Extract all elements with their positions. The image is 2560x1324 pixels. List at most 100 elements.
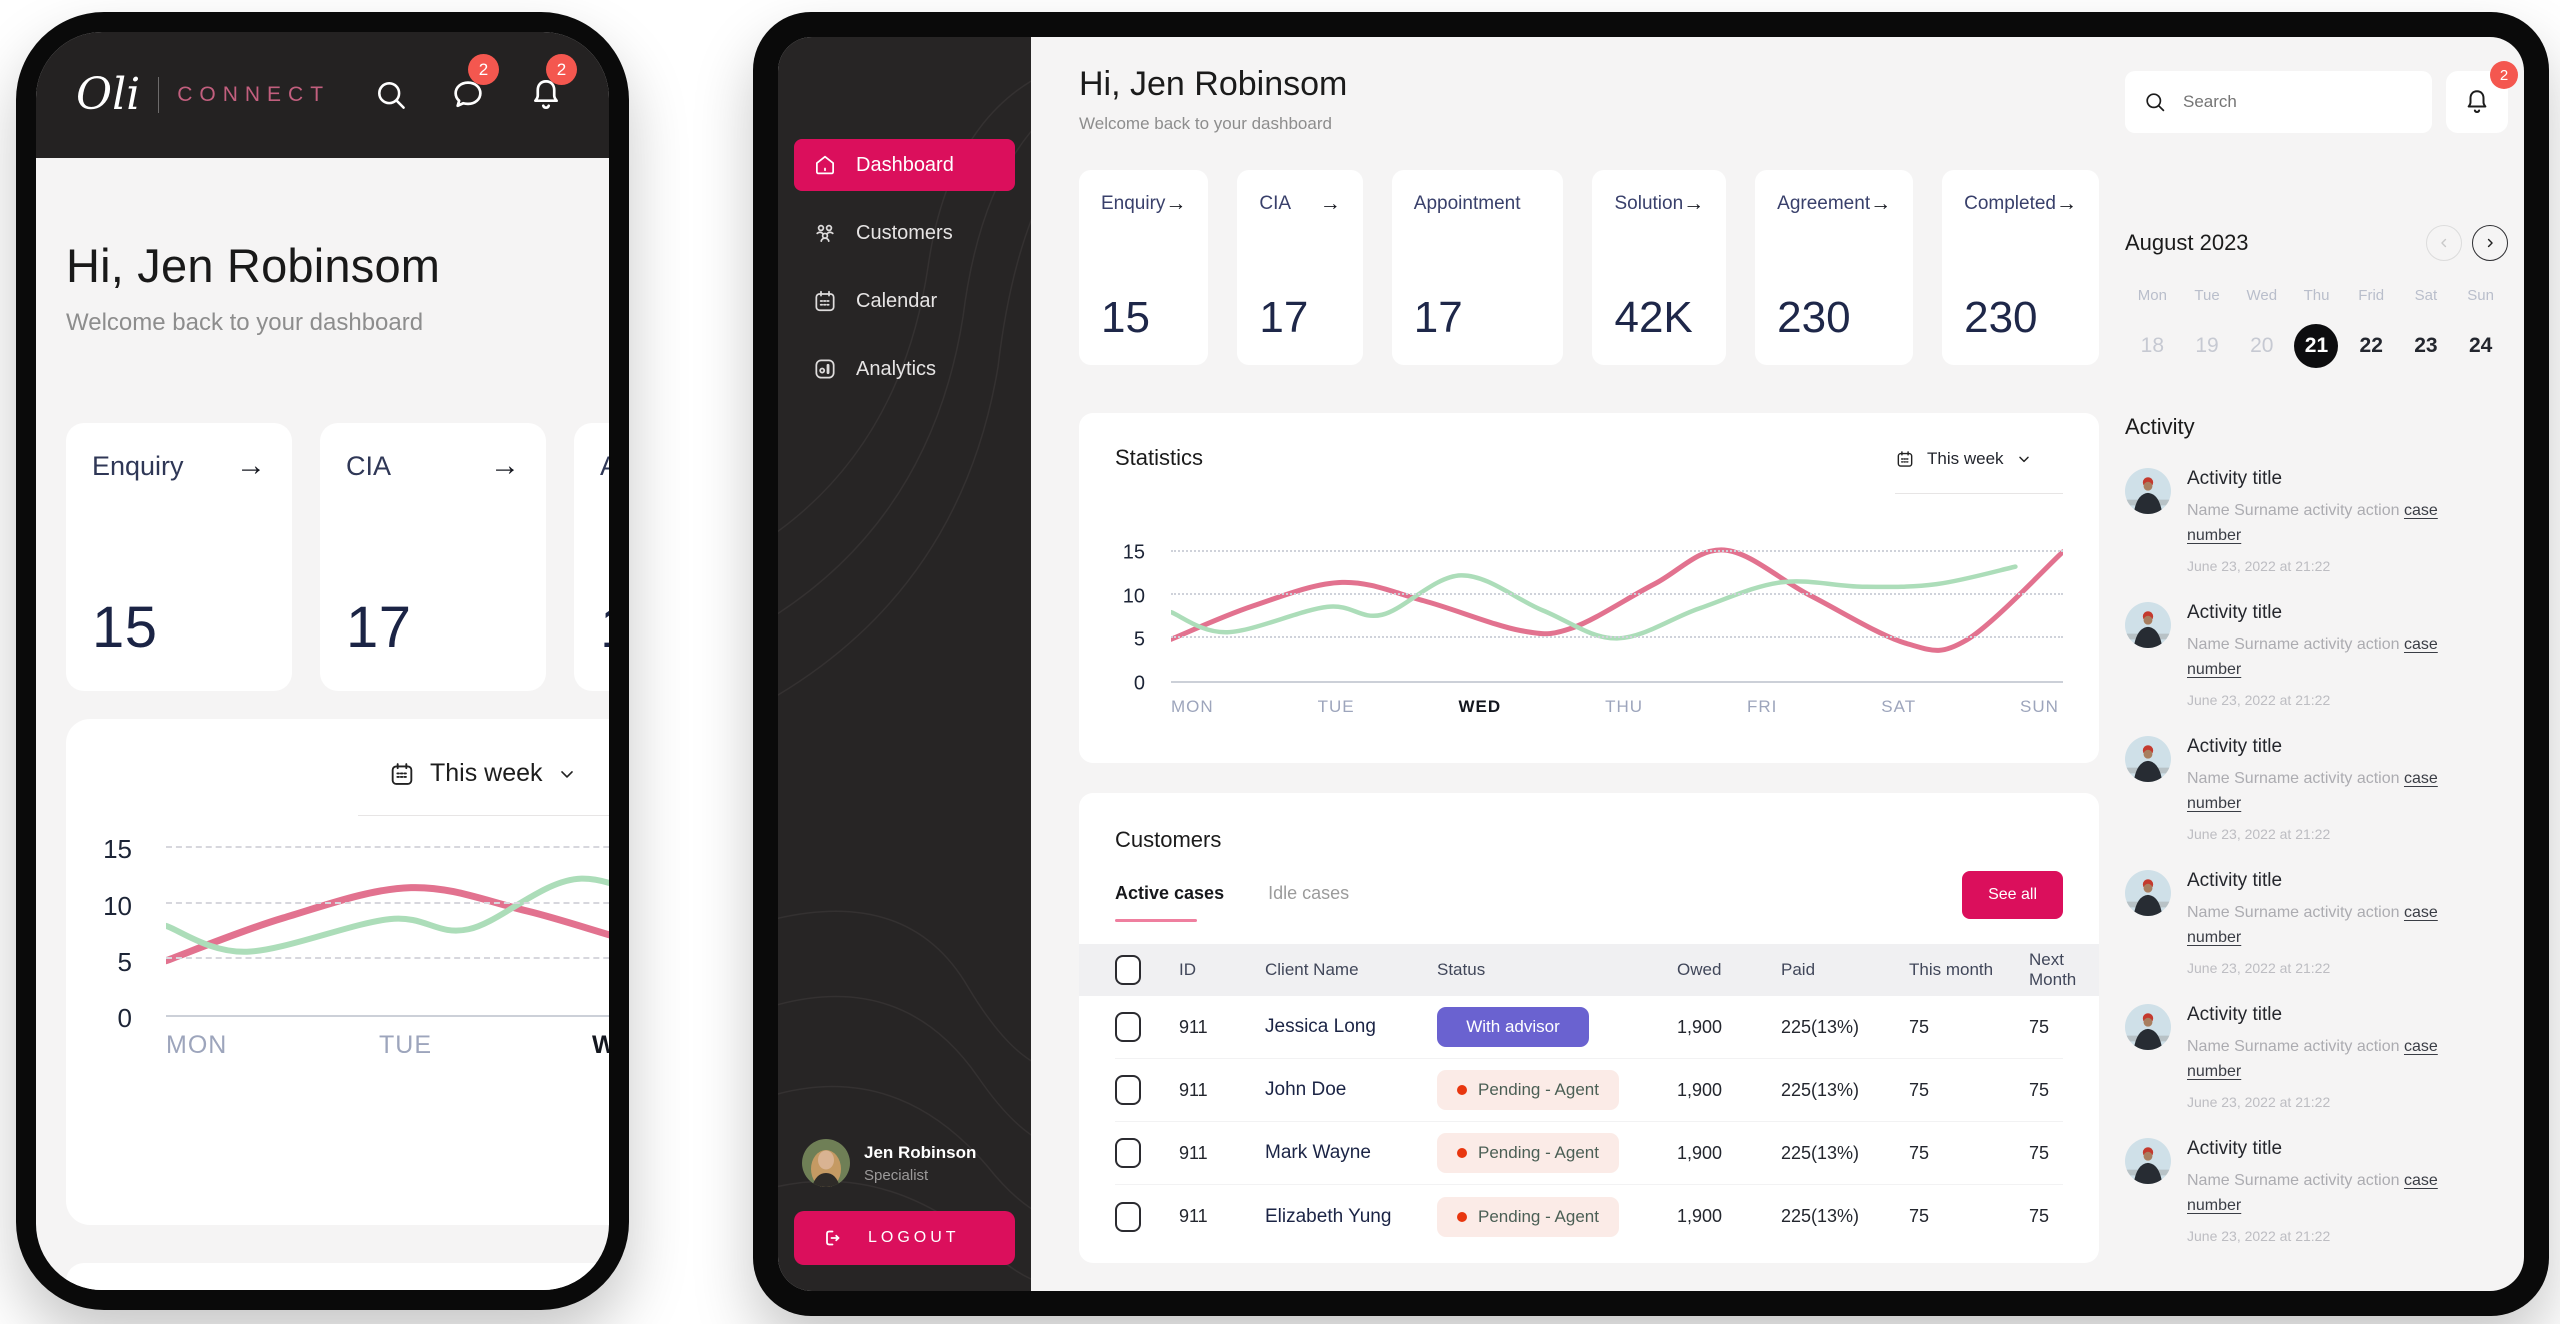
stat-card[interactable]: Enquiry 15 (66, 423, 292, 691)
arrow-right-icon[interactable] (1165, 192, 1186, 216)
calendar-date[interactable]: 18 (2140, 334, 2165, 357)
stat-card-label: Completed (1964, 193, 2056, 214)
activity-description: Name Surname activity action case number (2187, 1168, 2455, 1218)
bell-icon[interactable]: 2 (527, 54, 577, 114)
y-axis-tick: 15 (103, 834, 132, 865)
user-profile[interactable]: Jen Robinson Specialist (794, 1139, 1015, 1187)
activity-item[interactable]: Activity title Name Surname activity act… (2125, 1004, 2508, 1110)
stat-card[interactable]: Appointment 17 (1391, 170, 1564, 365)
stat-card[interactable]: CIA 17 (320, 423, 546, 691)
cell-status: Pending - Agent (1437, 1070, 1677, 1110)
table-body: 911 Jessica Long With advisor 1,900 225(… (1115, 996, 2063, 1248)
activity-item[interactable]: Activity title Name Surname activity act… (2125, 870, 2508, 976)
arrow-right-icon[interactable] (1320, 192, 1341, 216)
row-checkbox[interactable] (1115, 1012, 1141, 1042)
x-axis-label: TUE (1317, 697, 1355, 716)
case-number-link[interactable]: case number (2187, 770, 2438, 812)
column-header[interactable]: ID (1179, 960, 1196, 979)
column-header[interactable]: Next Month (2029, 950, 2077, 989)
chat-icon[interactable]: 2 (449, 54, 499, 114)
notifications-button[interactable]: 2 (2446, 61, 2518, 133)
calendar-date[interactable]: 23 (2414, 334, 2438, 357)
sidebar-item-customers[interactable]: Customers (794, 207, 1015, 259)
activity-item[interactable]: Activity title Name Surname activity act… (2125, 468, 2508, 574)
phone-device: Oli CONNECT 2 2 (16, 12, 629, 1310)
y-axis-tick: 0 (117, 1003, 132, 1034)
y-axis: 0 5 10 15 (96, 834, 132, 1033)
avatar (2125, 602, 2171, 648)
sidebar-item-calendar[interactable]: Calendar (794, 275, 1015, 327)
select-all-checkbox[interactable] (1115, 955, 1141, 985)
stat-card[interactable]: Agreement 230 (1755, 170, 1914, 365)
calendar-date[interactable]: 22 (2359, 334, 2383, 357)
case-number-link[interactable]: case number (2187, 502, 2438, 544)
stat-card[interactable]: Appointment 17 (574, 423, 609, 691)
activity-item[interactable]: Activity title Name Surname activity act… (2125, 602, 2508, 708)
activity-content: Activity title Name Surname activity act… (2187, 870, 2455, 976)
activity-list: Activity title Name Surname activity act… (2125, 468, 2508, 1244)
chevron-down-icon (2018, 456, 2029, 463)
stat-card[interactable]: Completed 230 (1942, 170, 2099, 365)
sidebar-item-dashboard[interactable]: Dashboard (794, 139, 1015, 191)
see-all-button[interactable]: See all (1962, 871, 2063, 919)
case-number-link[interactable]: case number (2187, 636, 2438, 678)
table-row[interactable]: 911 John Doe Pending - Agent 1,900 225(1… (1115, 1059, 2063, 1122)
column-header[interactable]: Client Name (1265, 960, 1359, 979)
row-checkbox[interactable] (1115, 1138, 1141, 1168)
tab[interactable]: Idle cases (1268, 883, 1350, 903)
cell-owed: 1,900 (1677, 1142, 1723, 1163)
tab[interactable]: Active cases (1115, 883, 1224, 922)
column-header[interactable]: Paid (1781, 960, 1816, 979)
table-row[interactable]: 911 Mark Wayne Pending - Agent 1,900 225… (1115, 1122, 2063, 1185)
column-header[interactable]: This month (1909, 960, 1994, 979)
sidebar-item-analytics[interactable]: Analytics (794, 343, 1015, 395)
page-subtitle: Welcome back to your dashboard (1079, 114, 1332, 133)
arrow-right-icon[interactable] (2056, 192, 2077, 216)
calendar-date[interactable]: 20 (2250, 334, 2274, 357)
stat-card[interactable]: Enquiry 15 (1079, 170, 1209, 365)
sidebar-footer: Jen Robinson Specialist LOGOUT (778, 1139, 1031, 1291)
calendar-date[interactable]: 19 (2195, 334, 2219, 357)
table-row[interactable]: 911 Elizabeth Yung Pending - Agent 1,900… (1115, 1185, 2063, 1248)
column-header[interactable]: Owed (1677, 960, 1722, 979)
line-chart (1171, 543, 2063, 683)
row-checkbox[interactable] (1115, 1201, 1141, 1232)
stat-card-label: Enquiry (1101, 193, 1166, 214)
avatar (2125, 870, 2171, 916)
table-row[interactable]: 911 Jessica Long With advisor 1,900 225(… (1115, 996, 2063, 1059)
page-title: Hi, Jen Robinsom (66, 239, 441, 292)
column-header[interactable]: Status (1437, 960, 1486, 979)
case-number-link[interactable]: case number (2187, 904, 2438, 946)
row-checkbox[interactable] (1115, 1075, 1141, 1105)
cell-this-month: 75 (1909, 1079, 1930, 1100)
stat-card[interactable]: Solution 42K (1592, 170, 1727, 365)
week-selector[interactable]: This week (388, 759, 577, 788)
calendar-date[interactable]: 24 (2468, 334, 2493, 357)
week-selector[interactable]: This week (1895, 449, 2063, 494)
activity-text: Name Surname activity action (2187, 770, 2404, 787)
search-input[interactable] (2125, 71, 2432, 133)
calendar-month: August 2023 (2125, 230, 2249, 255)
next-month-button[interactable] (2472, 225, 2508, 261)
case-number-link[interactable]: case number (2187, 1038, 2438, 1080)
arrow-right-icon[interactable] (1870, 192, 1891, 216)
cell-paid: 225(13%) (1781, 1206, 1860, 1226)
phone-body: Hi, Jen Robinsom Welcome back to your da… (36, 238, 609, 1290)
logout-icon (826, 1230, 840, 1246)
case-number-link[interactable]: case number (2187, 1172, 2438, 1214)
arrow-right-icon[interactable] (236, 449, 266, 483)
calendar-date[interactable]: 21 (2294, 324, 2339, 368)
arrow-right-icon[interactable] (490, 449, 520, 483)
search-icon[interactable] (373, 77, 409, 113)
sidebar-item-label: Customers (856, 221, 953, 244)
arrow-right-icon[interactable] (1683, 192, 1704, 216)
activity-item[interactable]: Activity title Name Surname activity act… (2125, 1138, 2508, 1244)
cell-owed: 1,900 (1677, 1206, 1723, 1226)
logout-button[interactable]: LOGOUT (794, 1211, 1015, 1265)
statistics-card: Statistics This week 0 5 10 15 (1079, 413, 2099, 763)
prev-month-button[interactable] (2426, 225, 2462, 261)
cell-client-name: Mark Wayne (1265, 1142, 1371, 1163)
stat-card[interactable]: CIA 17 (1237, 170, 1363, 365)
activity-item[interactable]: Activity title Name Surname activity act… (2125, 736, 2508, 842)
